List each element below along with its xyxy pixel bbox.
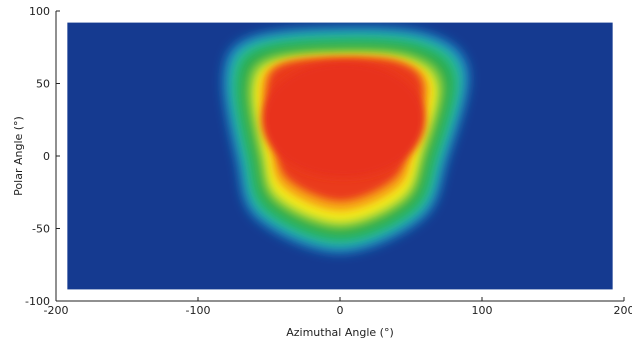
x-tick-label: 0	[337, 304, 344, 317]
plot-area	[67, 22, 613, 290]
y-tick-label: 0	[43, 150, 50, 163]
heatmap-hotspot	[223, 28, 469, 253]
y-axis-label: Polar Angle (°)	[12, 116, 25, 196]
y-axis-ticks: -100 -50 0 50 100	[25, 5, 60, 308]
y-tick-label: -100	[25, 295, 50, 308]
y-tick-label: 50	[36, 78, 50, 91]
heat-peak-core	[261, 61, 426, 178]
y-tick-label: -50	[32, 223, 50, 236]
y-tick-label: 100	[29, 5, 50, 18]
x-tick-label: 200	[614, 304, 632, 317]
x-axis-ticks: -200 -100 0 100 200	[44, 297, 632, 317]
x-tick-label: -200	[44, 304, 69, 317]
x-tick-label: 100	[472, 304, 493, 317]
x-tick-label: -100	[186, 304, 211, 317]
x-axis-label: Azimuthal Angle (°)	[286, 326, 394, 339]
